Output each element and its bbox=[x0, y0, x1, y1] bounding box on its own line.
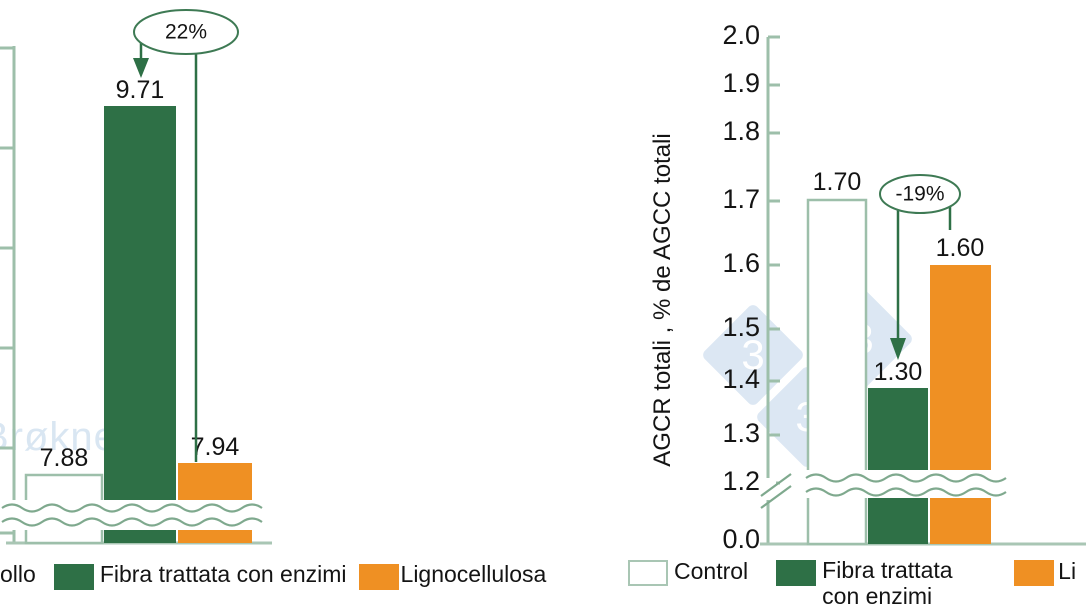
legend-item-fibra[interactable]: Fibra trattata con enzimi bbox=[53, 561, 347, 590]
legend-label-fibra: Fibra trattata con enzimi bbox=[99, 561, 347, 587]
legend-swatch-orange bbox=[1014, 560, 1055, 586]
right-y-tick-label: 1.2 bbox=[722, 466, 760, 496]
legend-swatch-green bbox=[53, 564, 94, 590]
right-y-tick-label: 1.3 bbox=[722, 418, 760, 448]
right-plot-break bbox=[805, 470, 1007, 498]
legend-swatch-green bbox=[776, 560, 817, 586]
legend-swatch-control bbox=[628, 560, 668, 586]
legend-label-fibra: Fibra trattata con enzimi bbox=[822, 557, 953, 609]
left-chart-plot: 7.88 9.71 7.94 22% bbox=[0, 9, 274, 545]
right-y-ticks: 2.0 1.9 1.8 1.7 1.6 1.5 1.4 1.3 1.2 0. bbox=[722, 20, 780, 554]
right-chart-legend: Control Fibra trattata con enzimi Li bbox=[620, 557, 1076, 610]
left-bar-fibra bbox=[104, 106, 176, 543]
right-bar-fibra bbox=[868, 388, 928, 544]
left-callout-label: 22% bbox=[165, 21, 207, 44]
left-value-label-controllo: 7.88 bbox=[40, 444, 89, 472]
right-callout-label: -19% bbox=[895, 183, 944, 206]
left-callout-22: 22% bbox=[133, 9, 239, 462]
right-y-axis-break bbox=[760, 473, 792, 509]
legend-label-controllo: ollo bbox=[0, 561, 36, 587]
right-y-axis-title: AGCR totali , % de AGCC totali bbox=[649, 133, 676, 466]
right-y-tick-label: 1.4 bbox=[722, 364, 760, 394]
legend-label-lignocellulosa: Lignocellulosa bbox=[400, 561, 547, 587]
right-y-tick-label: 2.0 bbox=[722, 20, 760, 50]
legend-item-fibra[interactable]: Fibra trattata con enzimi bbox=[776, 557, 992, 610]
legend-label-control: Control bbox=[674, 558, 749, 585]
left-axis-break bbox=[1, 500, 274, 530]
right-y-tick-label: 1.9 bbox=[722, 68, 760, 98]
right-value-label-control: 1.70 bbox=[813, 168, 862, 196]
right-chart-panel: 3 3 3 AGCR totali , % de AGCC totali 2.0… bbox=[620, 0, 1086, 612]
left-chart-panel: Brøkner 7 bbox=[0, 9, 547, 590]
legend-item-controllo[interactable]: ollo bbox=[0, 561, 36, 588]
right-callout-19: -19% bbox=[879, 174, 961, 360]
left-value-label-fibra: 9.71 bbox=[116, 76, 165, 104]
right-value-label-lignocellulosa: 1.60 bbox=[936, 234, 985, 262]
right-y-tick-label: 0.0 bbox=[722, 524, 760, 554]
right-y-tick-label: 1.6 bbox=[722, 248, 760, 278]
right-chart-plot: AGCR totali , % de AGCC totali 2.0 1.9 1… bbox=[649, 20, 1086, 554]
right-bar-lignocellulosa bbox=[930, 265, 991, 544]
legend-item-lignocellulosa[interactable]: Li bbox=[1014, 558, 1076, 586]
left-chart-legend: ollo Fibra trattata con enzimi Lignocell… bbox=[0, 561, 547, 590]
right-y-tick-label: 1.8 bbox=[722, 116, 760, 146]
right-y-tick-label: 1.7 bbox=[722, 184, 760, 214]
legend-item-control[interactable]: Control bbox=[628, 558, 748, 586]
right-value-label-fibra: 1.30 bbox=[874, 358, 923, 386]
legend-item-lignocellulosa[interactable]: Lignocellulosa bbox=[358, 561, 547, 590]
right-y-tick-label: 1.5 bbox=[722, 312, 760, 342]
left-value-label-lignocellulosa: 7.94 bbox=[191, 433, 240, 461]
legend-label-lignocellulosa: Li bbox=[1058, 558, 1077, 585]
legend-swatch-orange bbox=[358, 564, 399, 590]
